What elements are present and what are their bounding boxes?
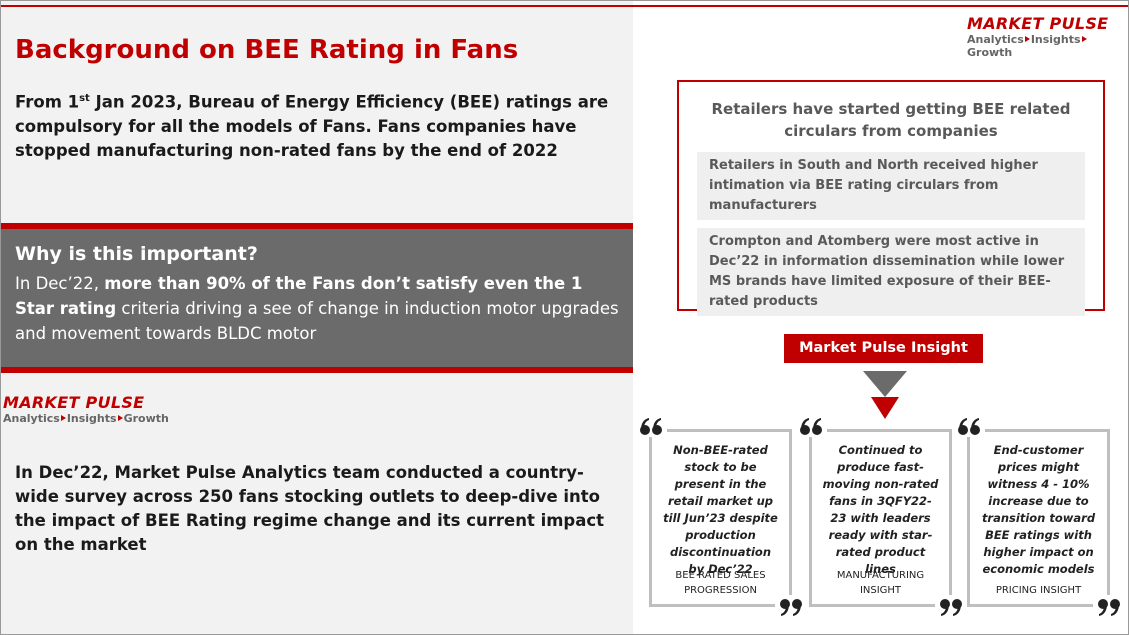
text: In Dec’22, [15, 274, 105, 293]
text-bold: more than 90% of the Fans don’t satisfy … [15, 274, 583, 318]
insight-text: Non-BEE-rated stock to be present in the… [663, 443, 778, 576]
insight-card: End-customer prices might witness 4 - 10… [967, 429, 1110, 607]
quote-mark [775, 595, 805, 619]
intro-sup: st [79, 93, 90, 104]
insight-card: Non-BEE-rated stock to be present in the… [649, 429, 792, 607]
retailers-item: Crompton and Atomberg were most active i… [697, 228, 1085, 316]
retailers-title: Retailers have started getting BEE relat… [711, 100, 1071, 140]
insight-label: Market Pulse Insight [784, 334, 983, 363]
quote-mark [1093, 595, 1123, 619]
retailers-box: Retailers have started getting BEE relat… [677, 80, 1105, 316]
logo-name: MARKET PULSE [967, 14, 1109, 33]
insight-card: Continued to produce fast-moving non-rat… [809, 429, 952, 607]
quote-mark [637, 413, 667, 437]
quote-mark [797, 413, 827, 437]
logo-name: MARKET PULSE [3, 393, 145, 412]
insight-category: BEE RATED SALES PROGRESSION [675, 570, 766, 596]
tag: Analytics [967, 33, 1024, 46]
intro-text: From 1 [15, 92, 80, 112]
quote-mark [955, 413, 985, 437]
insight-text: Continued to produce fast-moving non-rat… [822, 443, 939, 576]
tag: Growth [117, 412, 169, 425]
insight-category: MANUFACTURING INSIGHT [836, 570, 925, 596]
why-box: Why is this important? In Dec’22, more t… [1, 229, 633, 367]
intro: From 1st Jan 2023, Bureau of Energy Effi… [15, 87, 625, 163]
red-bar [1, 367, 633, 373]
tag: Insights [1024, 33, 1081, 46]
top-rule [1, 5, 1128, 7]
intro-text: Jan 2023, Bureau of Energy Efficiency (B… [15, 92, 609, 160]
retailers-item: Retailers in South and North received hi… [697, 152, 1085, 220]
insight-text: End-customer prices might witness 4 - 10… [981, 443, 1096, 576]
why-body: In Dec’22, more than 90% of the Fans don… [15, 271, 619, 346]
why-heading: Why is this important? [15, 243, 258, 265]
tag: Analytics [3, 412, 60, 425]
text: criteria driving a see of change in indu… [15, 299, 619, 343]
survey-text: In Dec’22, Market Pulse Analytics team c… [15, 463, 605, 554]
tag: Growth [967, 33, 1088, 59]
quote-mark [935, 595, 965, 619]
title: Background on BEE Rating in Fans [15, 35, 519, 65]
insight-category: PRICING INSIGHT [995, 585, 1082, 596]
red-bar [1, 223, 633, 229]
tag: Insights [60, 412, 117, 425]
arrow [863, 371, 907, 419]
